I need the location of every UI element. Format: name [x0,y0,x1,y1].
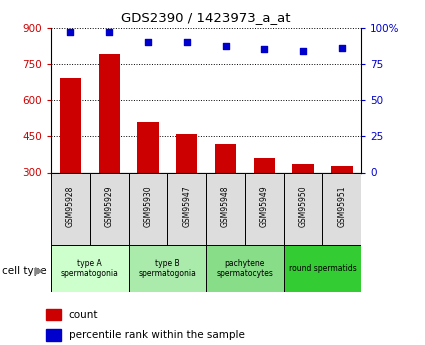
Bar [46,329,61,341]
Bar [51,172,90,247]
Point [222,44,229,49]
Bar [128,245,206,292]
Bar [90,172,128,247]
Text: GSM95930: GSM95930 [144,185,153,227]
Text: GSM95928: GSM95928 [66,185,75,227]
Text: GSM95948: GSM95948 [221,185,230,227]
Bar [284,245,361,292]
Bar [206,245,284,292]
Bar [60,78,81,172]
Text: round spermatids: round spermatids [289,264,356,273]
Bar [323,172,361,247]
Point [300,48,306,53]
Title: GDS2390 / 1423973_a_at: GDS2390 / 1423973_a_at [122,11,291,24]
Point [67,29,74,35]
Bar [206,172,245,247]
Text: count: count [69,310,98,320]
Bar [176,134,197,172]
Text: GSM95951: GSM95951 [337,185,346,227]
Bar [99,54,120,172]
Bar [128,172,167,247]
Bar [254,158,275,172]
Text: percentile rank within the sample: percentile rank within the sample [69,330,244,340]
Point [261,47,268,52]
Text: GSM95949: GSM95949 [260,185,269,227]
Point [144,39,151,45]
Text: pachytene
spermatocytes: pachytene spermatocytes [216,258,273,278]
Bar [331,167,352,172]
Bar [292,164,314,172]
Bar [215,144,236,172]
Text: GSM95929: GSM95929 [105,185,113,227]
Text: cell type: cell type [2,266,47,276]
Bar [245,172,284,247]
Bar [284,172,323,247]
Bar [51,245,128,292]
Point [338,45,345,51]
Text: GSM95947: GSM95947 [182,185,191,227]
Point [106,29,113,35]
Text: ▶: ▶ [35,266,43,276]
Point [183,39,190,45]
Bar [46,309,61,320]
Bar [137,122,159,172]
Bar [167,172,206,247]
Text: GSM95950: GSM95950 [299,185,308,227]
Text: type A
spermatogonia: type A spermatogonia [61,258,119,278]
Text: type B
spermatogonia: type B spermatogonia [139,258,196,278]
